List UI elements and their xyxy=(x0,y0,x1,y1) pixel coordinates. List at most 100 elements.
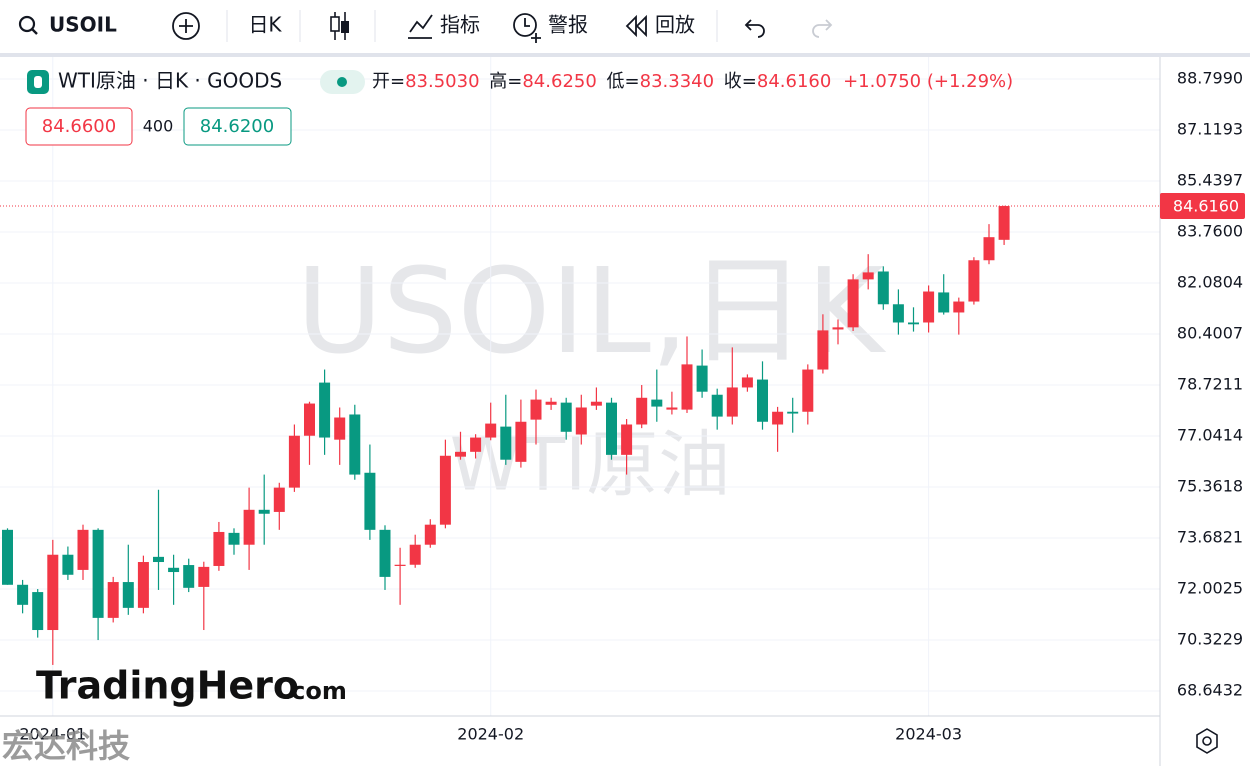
y-tick-label: 78.7211 xyxy=(1177,374,1243,393)
candle-body xyxy=(817,330,829,370)
x-tick-label: 2024-03 xyxy=(895,725,962,744)
watermark-main: USOIL,日K xyxy=(296,242,886,380)
search-icon xyxy=(18,15,36,33)
watermark: USOIL,日K WTI原油 xyxy=(296,242,886,506)
candle-body xyxy=(288,435,300,488)
open-value: 83.5030 xyxy=(405,71,479,92)
add-icon xyxy=(179,19,193,33)
candle-body xyxy=(621,424,633,455)
candle-body xyxy=(575,407,587,435)
candle-body xyxy=(923,291,935,323)
y-tick-label: 82.0804 xyxy=(1177,273,1243,292)
candle-body xyxy=(711,394,723,417)
candle-body xyxy=(500,426,512,460)
low-value: 83.3340 xyxy=(640,71,714,92)
candle-body xyxy=(183,565,195,588)
open-label: 开= xyxy=(372,71,405,92)
candle-body xyxy=(983,237,995,261)
market-status-dot xyxy=(337,77,347,87)
candle-body xyxy=(726,387,738,417)
candle-body xyxy=(47,554,59,631)
candle-body xyxy=(2,529,13,585)
y-tick-label: 77.0414 xyxy=(1177,425,1243,444)
sell-button[interactable] xyxy=(25,107,133,146)
chart-type[interactable] xyxy=(330,12,349,40)
candle-body xyxy=(258,509,270,514)
candle-body xyxy=(787,411,799,414)
x-tick-label: 2024-02 xyxy=(457,725,524,744)
undo-button[interactable] xyxy=(744,19,765,38)
y-tick-label: 72.0025 xyxy=(1177,578,1243,597)
candle-body xyxy=(455,451,466,457)
logo-suffix: .com xyxy=(282,677,347,705)
settings-button[interactable] xyxy=(1196,728,1218,754)
y-tick-label: 70.3229 xyxy=(1177,629,1243,648)
y-tick-label: 88.7990 xyxy=(1177,69,1243,88)
buy-button[interactable] xyxy=(183,107,292,146)
symbol-search[interactable]: USOIL xyxy=(18,13,117,37)
toolbar: USOIL 日K 指标 警报 回放 xyxy=(0,0,1250,57)
change: +1.0750 (+1.29%) xyxy=(843,71,1013,92)
candle-body xyxy=(364,472,376,530)
indicators: 指标 xyxy=(440,13,480,37)
candle-body xyxy=(741,377,753,388)
time-axis: 2024-01 2024-02 2024-03 xyxy=(19,725,962,744)
candle-body xyxy=(198,566,210,587)
candle-body xyxy=(802,369,814,412)
candle-body xyxy=(651,399,663,407)
indicators-icon xyxy=(408,14,433,39)
x-tick-label: 2024-01 xyxy=(19,725,86,744)
candle-body xyxy=(122,582,134,608)
candle-body xyxy=(772,411,784,425)
search-icon xyxy=(31,28,38,35)
y-tick-label: 80.4007 xyxy=(1177,324,1243,343)
last-price-badge xyxy=(1160,193,1245,220)
last-price-label: 84.6160 xyxy=(1173,197,1239,216)
add-symbol[interactable] xyxy=(172,12,200,40)
candle-body xyxy=(892,304,904,323)
candle-body xyxy=(998,206,1010,240)
y-tick-label: 73.6821 xyxy=(1177,527,1243,546)
y-tick-label: 68.6432 xyxy=(1177,680,1243,699)
redo-button[interactable] xyxy=(812,19,833,38)
symbol-icon xyxy=(34,76,42,88)
sell-price: 84.6600 xyxy=(42,116,116,137)
candle-body xyxy=(530,399,542,420)
replay-button[interactable]: 回放 xyxy=(625,13,695,38)
toolbar-bg xyxy=(0,0,1250,53)
candle-body xyxy=(560,402,572,432)
candle-body xyxy=(666,407,678,410)
candle-body xyxy=(470,437,482,452)
candle-body xyxy=(696,365,708,392)
candle-body xyxy=(32,592,44,631)
add-icon xyxy=(172,12,200,40)
candle-body xyxy=(213,531,225,566)
candle-body xyxy=(485,423,497,438)
candle-body xyxy=(319,382,331,438)
candle-body xyxy=(636,397,648,425)
low-label: 低= xyxy=(607,71,640,92)
candle-body xyxy=(379,529,391,577)
alerts: 警报 xyxy=(548,13,588,37)
replay: 回放 xyxy=(655,13,695,37)
candle-body xyxy=(228,532,240,545)
candle-body xyxy=(953,301,965,313)
candle-body xyxy=(273,487,285,512)
y-tick-label: 85.4397 xyxy=(1177,171,1243,190)
alerts-button[interactable]: 警报 xyxy=(513,13,588,44)
candle-body xyxy=(832,327,844,330)
indicators-button[interactable]: 指标 xyxy=(408,13,480,39)
y-tick-label: 87.1193 xyxy=(1177,120,1243,139)
candle-body xyxy=(349,414,361,475)
candle-body xyxy=(92,529,104,618)
candle-body xyxy=(877,271,889,305)
plot xyxy=(0,57,1160,716)
branding: TradingHero .com 宏达科技 xyxy=(2,664,347,766)
candle-body xyxy=(243,509,255,545)
interval[interactable]: 日K xyxy=(248,13,282,37)
candle-body xyxy=(77,529,89,570)
candle-body xyxy=(424,524,436,545)
candle-body xyxy=(17,584,29,605)
candle-body xyxy=(545,401,557,405)
